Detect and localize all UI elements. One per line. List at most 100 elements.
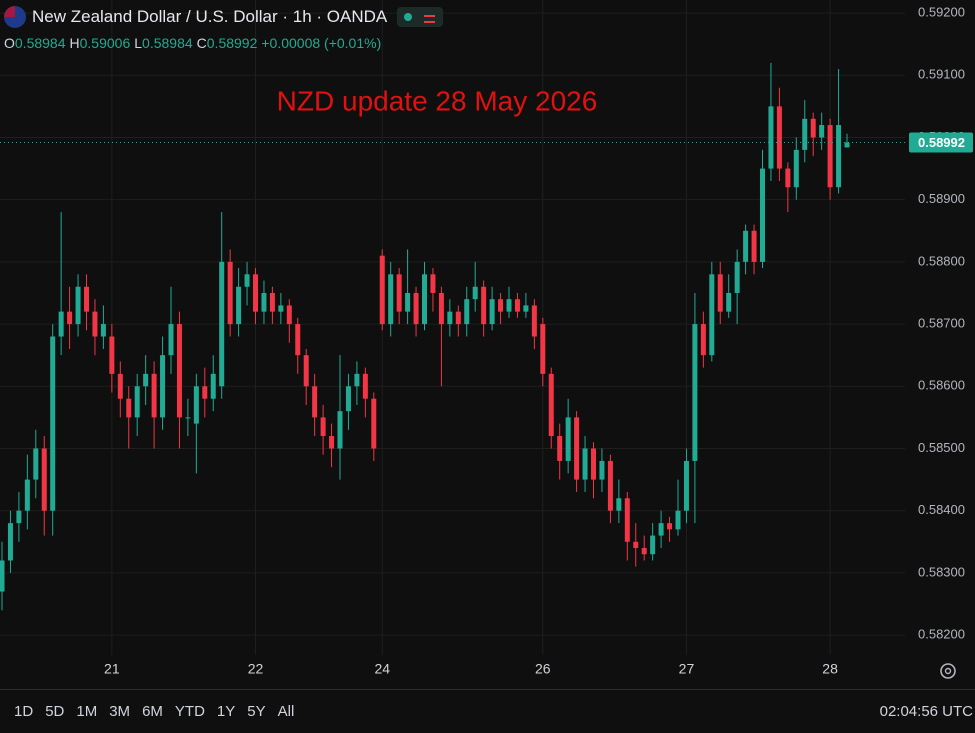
ohlc-key: C bbox=[196, 35, 207, 51]
settings-icon[interactable] bbox=[940, 663, 956, 679]
y-tick-label: 0.58500 bbox=[918, 440, 965, 455]
timeframe-button[interactable]: 5D bbox=[45, 703, 65, 720]
candle-body bbox=[58, 311, 64, 337]
candle-body bbox=[109, 336, 115, 374]
candle-body bbox=[388, 274, 394, 325]
candle-body bbox=[658, 523, 664, 536]
ohlc-value: 0.58992 bbox=[206, 35, 258, 51]
timeframe-button[interactable]: YTD bbox=[174, 703, 205, 720]
candle-body bbox=[498, 299, 504, 312]
candle-body bbox=[337, 411, 343, 449]
candle-body bbox=[464, 299, 470, 325]
candle-body bbox=[371, 398, 377, 449]
timeframe-button[interactable]: 1Y bbox=[216, 703, 236, 720]
candle-body bbox=[261, 292, 267, 312]
y-tick-label: 0.58200 bbox=[918, 627, 965, 642]
chart: 0.58200 0.58300 0.58400 0.58500 0.58600 0.587… bbox=[0, 0, 973, 679]
candle-body bbox=[447, 311, 453, 325]
candle-body bbox=[193, 386, 199, 424]
candle-body bbox=[574, 417, 580, 480]
candle-body bbox=[0, 560, 5, 592]
candle-body bbox=[84, 286, 89, 312]
candles bbox=[0, 62, 850, 611]
ohlc-key: O bbox=[4, 35, 15, 51]
candle-body bbox=[67, 311, 73, 325]
candle-body bbox=[506, 299, 512, 312]
y-tick-label: 0.58700 bbox=[918, 316, 965, 331]
candle-body bbox=[253, 274, 258, 312]
candle-body bbox=[641, 548, 647, 555]
candle-body bbox=[405, 292, 411, 312]
candle-body bbox=[303, 355, 309, 387]
x-tick-label: 27 bbox=[679, 661, 695, 677]
candle-body bbox=[236, 286, 242, 325]
y-tick-label: 0.58300 bbox=[918, 564, 965, 579]
timeframe-button[interactable]: All bbox=[277, 703, 295, 720]
candle-body bbox=[582, 448, 588, 480]
candle-body bbox=[768, 106, 774, 169]
y-tick-label: 0.58900 bbox=[918, 191, 965, 206]
candle-body bbox=[41, 448, 47, 511]
candle-body bbox=[244, 274, 250, 287]
candle-body bbox=[481, 286, 487, 325]
clock: 02:04:56 UTC bbox=[879, 703, 973, 720]
annotation: NZD update 28 May 2026 bbox=[277, 85, 598, 116]
timeframe-button[interactable]: 1M bbox=[76, 703, 98, 720]
candle-body bbox=[202, 386, 208, 399]
candle-body bbox=[523, 305, 529, 312]
candle-body bbox=[675, 510, 681, 530]
candle-body bbox=[531, 305, 537, 337]
y-tick-label: 0.58600 bbox=[918, 378, 965, 393]
candle-body bbox=[92, 311, 98, 337]
status-badge[interactable] bbox=[397, 7, 444, 27]
candle-body bbox=[472, 286, 478, 300]
candle-body bbox=[295, 324, 301, 356]
timeframe-button[interactable]: 1D bbox=[14, 703, 34, 720]
candle-body bbox=[7, 523, 13, 561]
candle-body bbox=[692, 324, 698, 461]
candle-body bbox=[143, 373, 149, 387]
candle-body bbox=[379, 255, 385, 325]
last-price-label: 0.58992 bbox=[918, 135, 965, 150]
candle-body bbox=[422, 274, 427, 325]
candle-body bbox=[624, 498, 630, 542]
candle-body bbox=[819, 125, 825, 138]
candle-body bbox=[134, 386, 140, 418]
timeframe-button[interactable]: 6M bbox=[142, 703, 163, 720]
ohlc-value: 0.58984 bbox=[14, 35, 66, 51]
y-tick-label: 0.58400 bbox=[918, 502, 965, 517]
candle-body bbox=[836, 125, 842, 188]
candle-body bbox=[219, 261, 225, 387]
candle-body bbox=[100, 324, 106, 337]
candle-body bbox=[557, 436, 563, 461]
candle-body bbox=[160, 355, 166, 418]
candle-body bbox=[650, 535, 656, 555]
candle-body bbox=[726, 292, 732, 312]
x-tick-label: 21 bbox=[104, 661, 120, 677]
candle-body bbox=[667, 523, 673, 530]
candle-body bbox=[776, 106, 782, 169]
candle-body bbox=[599, 460, 605, 480]
x-tick-label: 24 bbox=[374, 661, 390, 677]
candle-body bbox=[827, 125, 833, 188]
candle-body bbox=[438, 292, 444, 325]
candle-body bbox=[345, 386, 351, 412]
candle-body bbox=[717, 274, 723, 312]
candle-body bbox=[362, 373, 368, 399]
last-price-box bbox=[909, 132, 973, 153]
candle-body bbox=[633, 541, 639, 549]
settings-ring[interactable] bbox=[940, 663, 956, 679]
candle-body bbox=[75, 286, 81, 325]
candle-body bbox=[844, 142, 850, 148]
ohlc-value: 0.58984 bbox=[142, 35, 193, 51]
settings-core[interactable] bbox=[944, 667, 952, 675]
timeframe-button[interactable]: 5Y bbox=[247, 703, 266, 720]
x-tick-label: 26 bbox=[535, 661, 551, 677]
candle-body bbox=[50, 336, 56, 511]
candle-body bbox=[709, 274, 715, 356]
candle-body bbox=[33, 448, 39, 480]
candle-body bbox=[430, 274, 436, 293]
candle-body bbox=[548, 373, 554, 437]
timeframe-button[interactable]: 3M bbox=[109, 703, 131, 720]
axes: 0.58200 0.58300 0.58400 0.58500 0.58600 0.587… bbox=[0, 5, 973, 677]
